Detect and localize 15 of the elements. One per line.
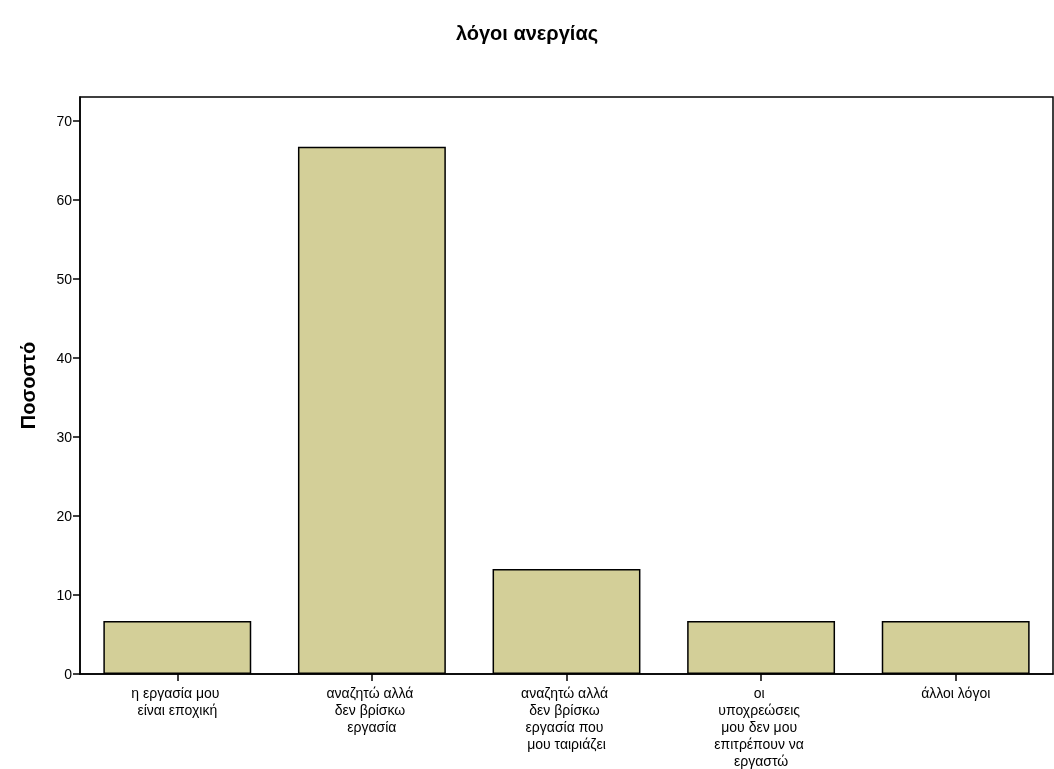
y-tick-label: 60 (56, 191, 73, 208)
y-tick-label: 20 (56, 507, 73, 524)
x-tick-label: άλλοι λόγοι (921, 684, 991, 701)
x-tick-label: αναζητώ αλλά δεν βρίσκω εργασία που μου ταιριάζει (521, 684, 612, 752)
x-tick-label: οι υποχρεώσεις μου δεν μου επιτρέπουν να εργαστώ (714, 684, 808, 769)
x-tick-label: αναζητώ αλλά δεν βρίσκω εργασία (326, 684, 418, 735)
y-tick-label: 50 (56, 270, 73, 287)
y-tick-label: 70 (56, 112, 73, 129)
y-tick-label: 0 (64, 666, 73, 682)
y-tick-label: 10 (56, 586, 73, 603)
y-tick-label: 40 (56, 349, 73, 366)
chart-title: λόγοι ανεργίας (455, 22, 599, 44)
y-tick-label: 30 (56, 428, 73, 445)
y-axis-title: Ποσοστό (17, 341, 39, 430)
x-tick-label: η εργασία μου είναι εποχική (131, 684, 224, 718)
